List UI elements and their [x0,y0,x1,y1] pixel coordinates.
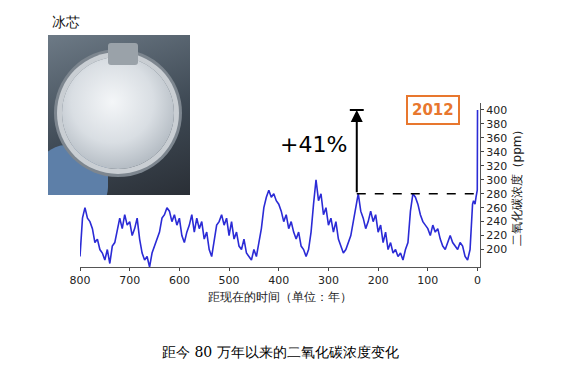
svg-text:380: 380 [486,118,507,131]
svg-text:220: 220 [486,229,507,242]
svg-text:二氧化碳浓度（ppm）: 二氧化碳浓度（ppm） [510,124,524,247]
svg-text:距现在的时间（单位：年）: 距现在的时间（单位：年） [208,290,352,304]
svg-text:0: 0 [474,274,481,287]
svg-text:2012: 2012 [412,101,454,119]
svg-text:340: 340 [486,146,507,159]
svg-text:500: 500 [219,274,240,287]
svg-text:200: 200 [368,274,389,287]
svg-text:+41%: +41% [280,132,347,157]
svg-text:100: 100 [417,274,438,287]
svg-text:260: 260 [486,202,507,215]
svg-text:距今 80 万年以来的二氧化碳浓度变化: 距今 80 万年以来的二氧化碳浓度变化 [162,344,399,360]
svg-text:400: 400 [486,104,507,117]
svg-text:400: 400 [268,274,289,287]
html-text:冰芯: 冰芯 [52,14,80,30]
svg-text:280: 280 [486,188,507,201]
svg-text:360: 360 [486,132,507,145]
svg-text:300: 300 [486,174,507,187]
svg-text:700: 700 [119,274,140,287]
svg-text:800: 800 [70,274,91,287]
svg-text:200: 200 [486,243,507,256]
svg-text:600: 600 [169,274,190,287]
svg-text:300: 300 [318,274,339,287]
svg-text:320: 320 [486,160,507,173]
svg-text:240: 240 [486,215,507,228]
